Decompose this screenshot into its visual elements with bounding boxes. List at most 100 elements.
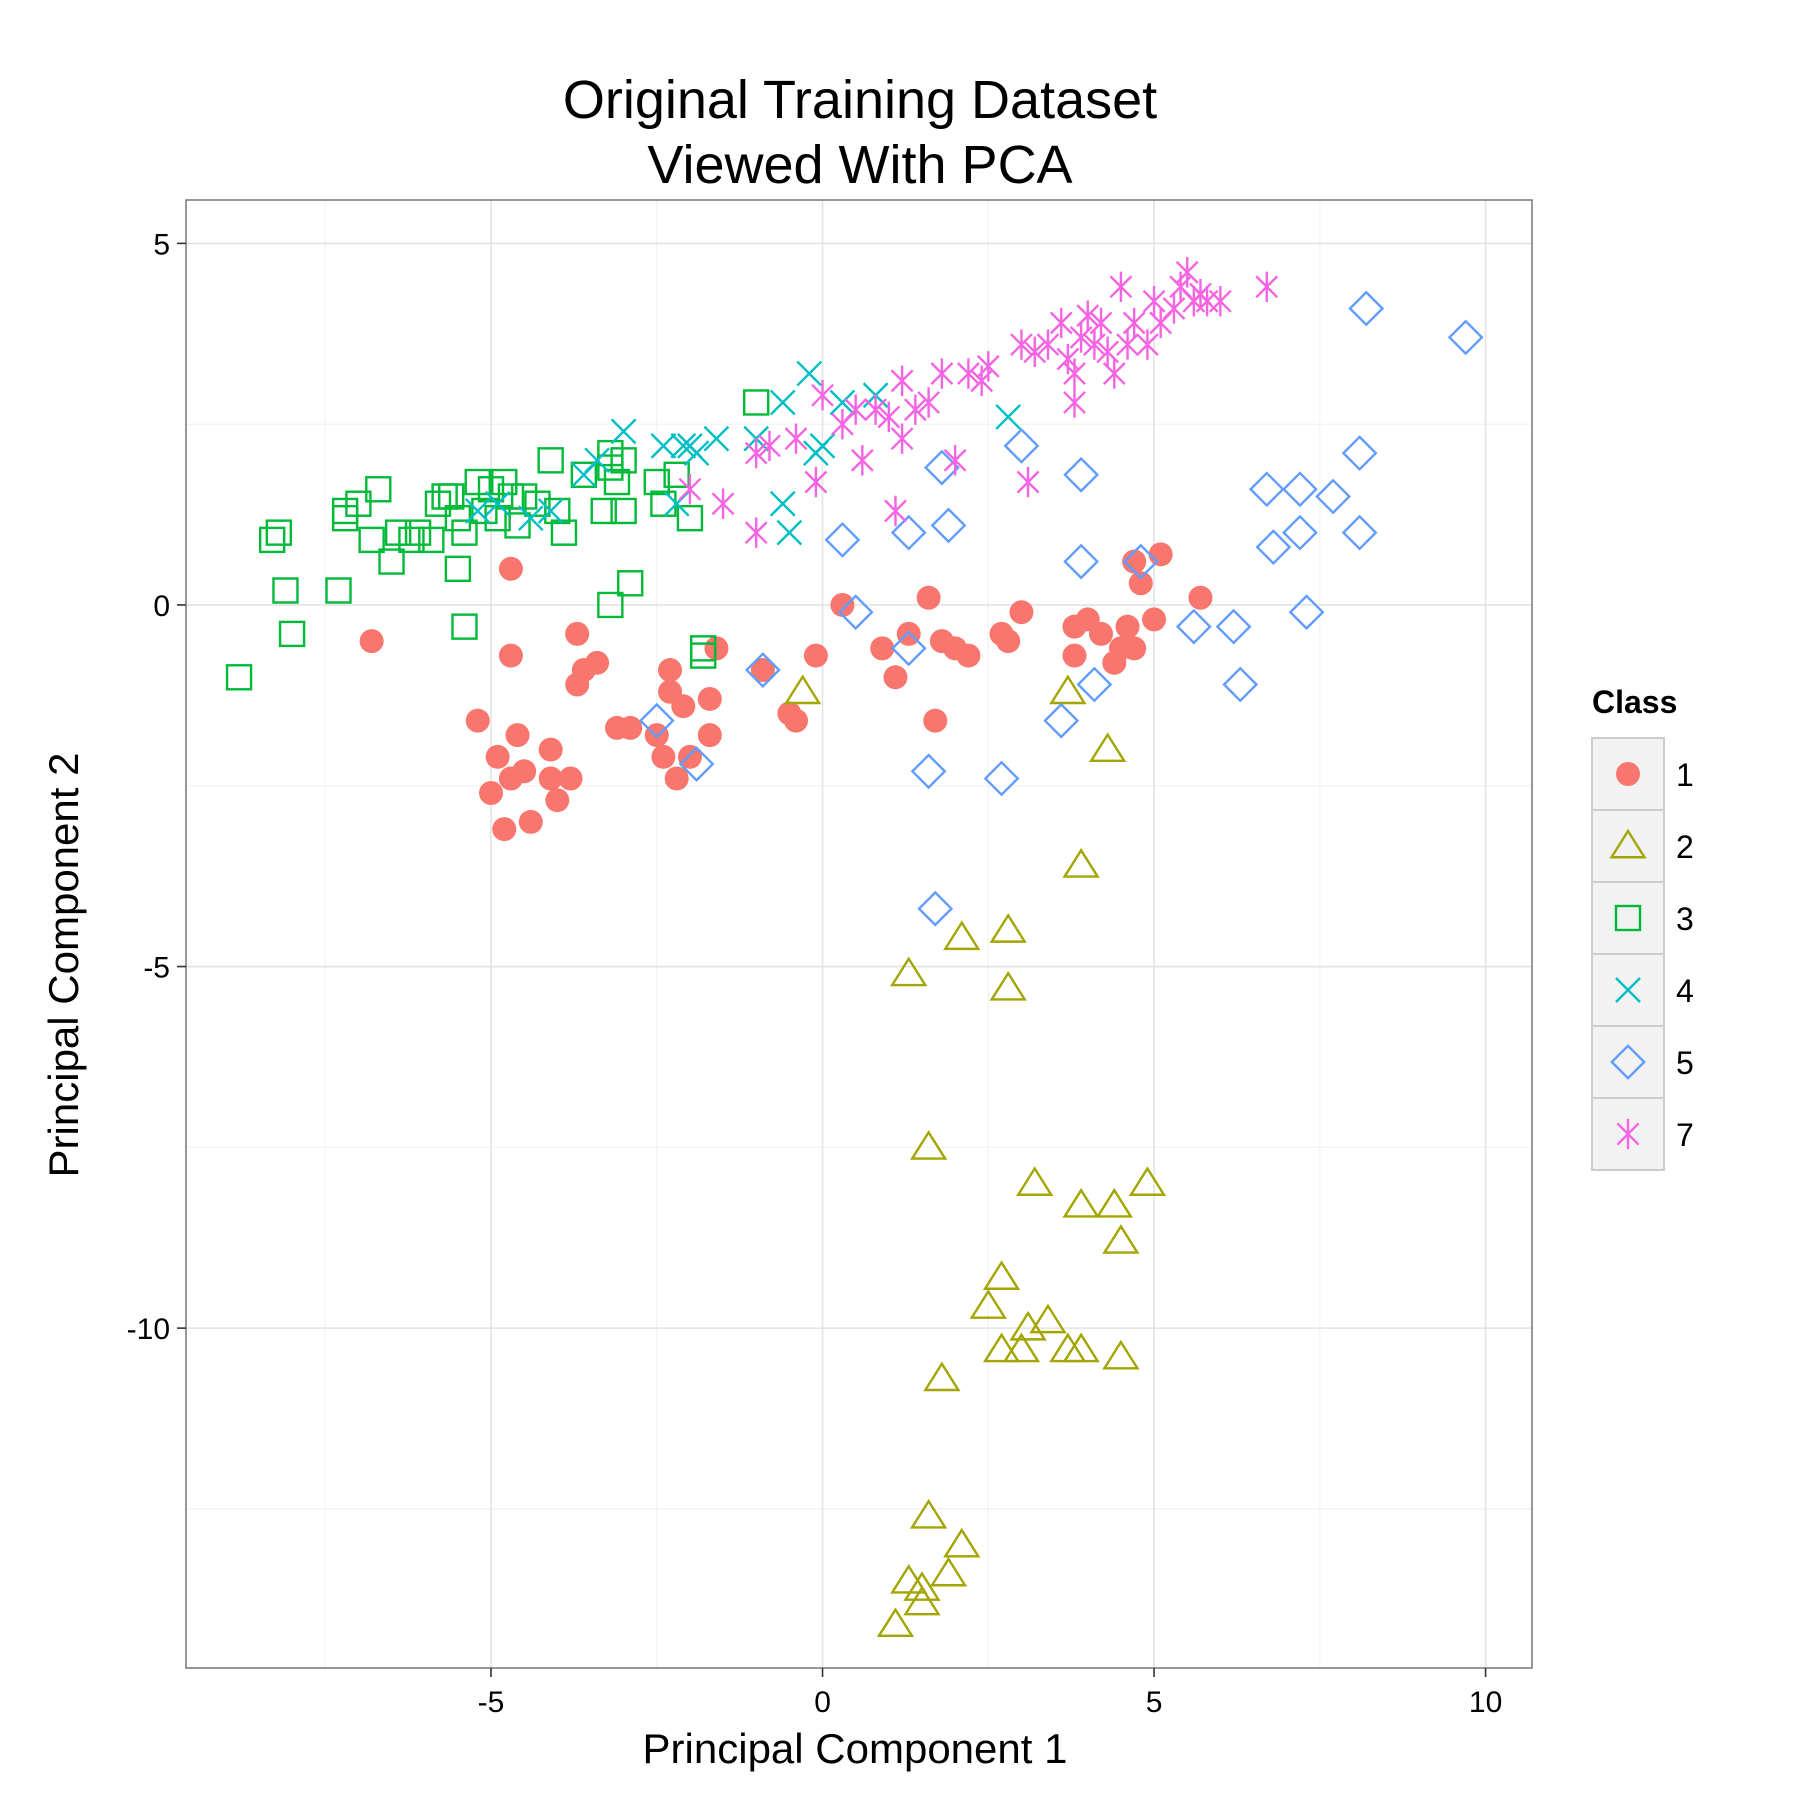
legend-key-box (1591, 881, 1665, 955)
x-tick-label: 5 (1146, 1686, 1163, 1719)
data-point-class-2 (909, 1498, 948, 1529)
data-point-class-7 (1122, 307, 1146, 339)
data-point-class-3 (225, 664, 253, 691)
data-point-class-7 (844, 394, 868, 425)
data-point-class-7 (1063, 358, 1086, 389)
data-point-class-7 (1136, 329, 1159, 360)
data-point-class-1 (830, 592, 855, 617)
y-axis-title: Principal Component 2 (40, 753, 87, 1178)
data-point-class-5 (983, 760, 1020, 797)
data-point-class-3 (418, 526, 445, 554)
data-point-class-1 (505, 723, 530, 748)
data-point-class-7 (930, 358, 954, 389)
data-point-class-1 (479, 780, 504, 805)
data-point-class-2 (969, 1289, 1007, 1319)
data-point-class-2 (1062, 848, 1100, 878)
data-point-class-1 (956, 643, 981, 668)
data-point-class-3 (689, 642, 717, 669)
data-point-class-3 (451, 519, 478, 546)
data-point-class-2 (982, 1332, 1021, 1363)
data-point-class-1 (1188, 585, 1213, 610)
data-point-class-3 (265, 519, 293, 546)
data-point-class-3 (471, 497, 498, 525)
data-points (225, 257, 1484, 1638)
legend-label: 7 (1676, 1117, 1694, 1153)
data-point-class-4 (769, 389, 796, 416)
data-point-class-1 (989, 621, 1014, 646)
data-point-class-7 (758, 430, 781, 462)
data-point-class-7 (1023, 336, 1047, 368)
legend-key-symbol (1610, 1044, 1646, 1080)
data-point-class-1 (1009, 600, 1034, 625)
data-point-class-3 (643, 468, 670, 496)
data-point-class-5 (1076, 666, 1113, 703)
legend-key-box (1591, 1025, 1665, 1099)
data-point-class-2 (1062, 1332, 1100, 1363)
data-point-class-1 (359, 629, 384, 654)
data-point-class-4 (776, 519, 803, 546)
data-point-class-2 (1128, 1166, 1167, 1196)
data-point-class-5 (1348, 290, 1385, 327)
data-point-class-5 (1248, 471, 1285, 508)
data-point-class-3 (610, 497, 637, 525)
legend-label: 4 (1676, 973, 1694, 1009)
data-point-class-7 (744, 517, 768, 548)
data-point-class-1 (677, 744, 702, 769)
data-point-class-2 (903, 1585, 941, 1616)
data-point-class-2 (1095, 1187, 1133, 1218)
data-point-class-4 (464, 498, 491, 524)
data-point-class-3 (444, 555, 472, 583)
data-point-class-1 (784, 708, 809, 733)
data-point-class-3 (491, 468, 518, 496)
data-point-class-2 (1049, 674, 1087, 705)
data-point-class-3 (676, 504, 704, 532)
data-point-class-7 (811, 380, 834, 411)
legend-item-class-7: 7 (1591, 1097, 1694, 1171)
data-point-class-7 (1010, 329, 1033, 360)
data-point-class-5 (837, 594, 874, 631)
legend-key-symbol (1615, 977, 1641, 1003)
data-point-class-3 (331, 504, 359, 532)
data-point-class-5 (1447, 319, 1484, 356)
data-point-class-7 (890, 365, 914, 396)
legend-title: Class (1592, 684, 1677, 720)
data-point-class-3 (345, 490, 372, 517)
data-point-class-3 (524, 490, 551, 517)
data-point-class-1 (538, 766, 563, 791)
data-point-class-2 (783, 674, 822, 705)
data-point-class-5 (1315, 478, 1351, 515)
data-point-class-7 (917, 387, 941, 418)
data-point-class-3 (358, 526, 385, 554)
data-point-class-3 (258, 526, 286, 554)
data-point-class-5 (824, 521, 861, 558)
data-point-class-2 (903, 1571, 941, 1601)
data-point-class-7 (877, 401, 901, 433)
legend-key-symbol (1616, 1118, 1640, 1150)
data-point-class-5 (890, 514, 927, 551)
data-point-class-3 (272, 577, 299, 604)
data-point-class-2 (923, 1361, 961, 1392)
data-point-class-7 (1076, 300, 1100, 331)
data-point-class-2 (929, 1556, 968, 1587)
data-point-class-1 (704, 636, 729, 661)
data-point-class-3 (537, 447, 564, 474)
data-point-class-1 (465, 708, 490, 733)
data-point-class-3 (590, 497, 617, 525)
data-point-class-3 (404, 519, 432, 546)
data-point-class-3 (597, 439, 624, 467)
data-point-class-5 (890, 630, 927, 667)
data-point-class-3 (451, 613, 478, 640)
legend-item-class-1: 1 (1591, 737, 1694, 811)
data-point-class-2 (989, 970, 1027, 1001)
grid-lines (186, 200, 1532, 1668)
series-class-7 (678, 257, 1279, 548)
data-point-class-1 (618, 715, 643, 740)
data-point-class-3 (384, 519, 412, 546)
data-point-class-5 (1288, 594, 1325, 631)
data-point-class-1 (883, 665, 908, 690)
data-point-class-5 (1043, 702, 1080, 739)
data-point-class-2 (982, 1260, 1021, 1290)
data-point-class-5 (1063, 543, 1100, 580)
data-point-class-5 (910, 753, 947, 790)
